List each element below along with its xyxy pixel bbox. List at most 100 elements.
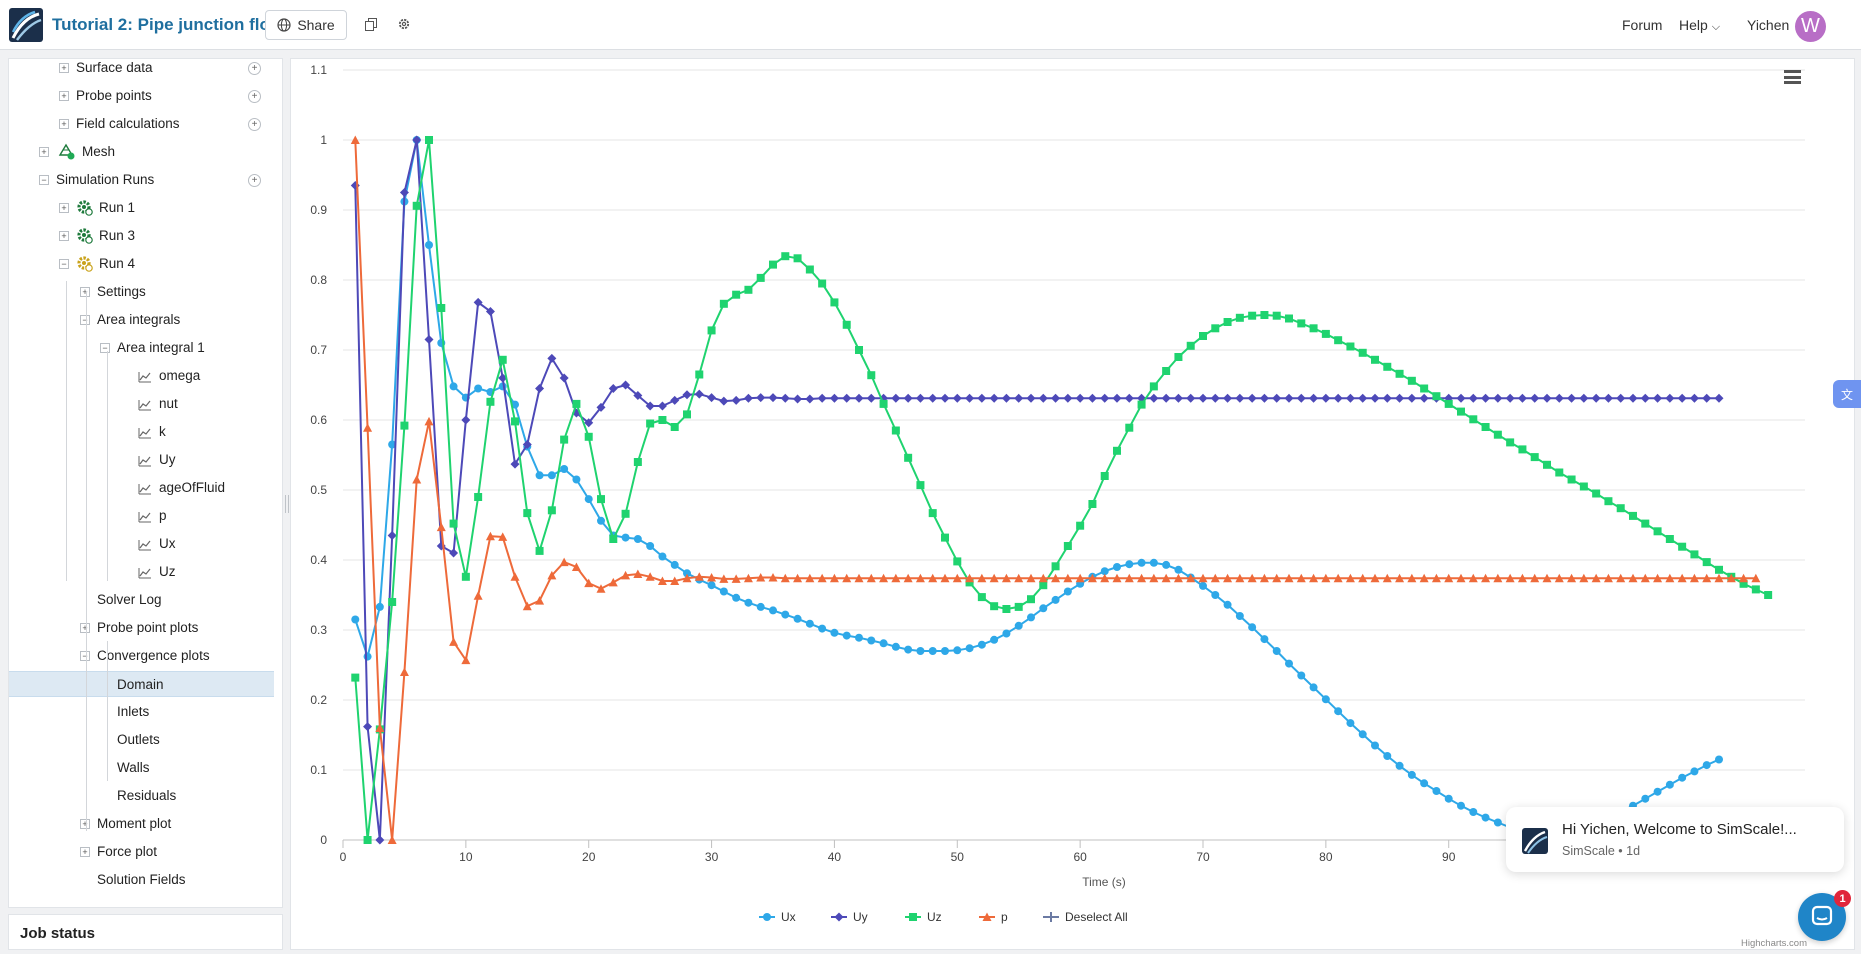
help-menu[interactable]: Help ⌵: [1679, 17, 1720, 34]
tree-item-label: Moment plot: [97, 816, 172, 831]
tree-item-settings[interactable]: + Settings: [9, 279, 274, 305]
data-point-p: [535, 596, 545, 605]
add-button[interactable]: +: [248, 90, 261, 103]
collapse-icon[interactable]: −: [59, 259, 69, 269]
data-point-Ux: [744, 598, 753, 607]
tree-item-mesh[interactable]: + Mesh: [9, 139, 274, 165]
welcome-notification[interactable]: Hi Yichen, Welcome to SimScale!... SimSc…: [1506, 807, 1844, 872]
translate-icon[interactable]: 文: [1833, 380, 1861, 408]
tree-item-walls[interactable]: Walls: [9, 755, 274, 781]
tree-item-uz[interactable]: Uz: [9, 559, 274, 585]
data-point-Ux: [707, 581, 716, 590]
tree-item-solution-fields[interactable]: Solution Fields: [9, 867, 274, 893]
data-point-p: [1087, 573, 1097, 583]
tree-item-simulation-runs[interactable]: − Simulation Runs +: [9, 167, 274, 193]
data-point-Uy: [461, 415, 471, 425]
collapse-icon[interactable]: −: [39, 175, 49, 185]
data-point-p: [928, 573, 938, 583]
expand-icon[interactable]: +: [59, 203, 69, 213]
tree-item-p[interactable]: p: [9, 503, 274, 529]
tree-item-residuals[interactable]: Residuals: [9, 783, 274, 809]
expand-icon[interactable]: +: [80, 623, 90, 633]
data-point-p: [1407, 573, 1417, 583]
collapse-icon[interactable]: −: [100, 343, 110, 353]
user-name[interactable]: Yichen: [1747, 17, 1790, 33]
collapse-icon[interactable]: −: [80, 315, 90, 325]
collapse-icon[interactable]: −: [80, 651, 90, 661]
tree-item-convergence-plots[interactable]: − Convergence plots: [9, 643, 274, 669]
tree-item-field-calculations[interactable]: + Field calculations +: [9, 111, 274, 137]
simscale-logo[interactable]: [9, 8, 43, 42]
tree-item-surface-data[interactable]: + Surface data +: [9, 59, 274, 81]
tree-item-run-4[interactable]: − Run 4: [9, 251, 274, 277]
data-point-Ux: [879, 639, 888, 648]
data-point-Uy: [1210, 393, 1220, 403]
data-point-Ux: [1702, 761, 1711, 770]
data-point-Ux: [633, 535, 642, 543]
add-button[interactable]: +: [248, 174, 261, 187]
legend-item-uz[interactable]: Uz: [927, 910, 942, 924]
expand-icon[interactable]: +: [80, 847, 90, 857]
legend-item-uy[interactable]: Uy: [853, 910, 868, 924]
tree-item-solver-log[interactable]: Solver Log: [9, 587, 274, 613]
data-point-Uz: [1739, 579, 1748, 588]
data-point-p: [1186, 573, 1196, 583]
expand-icon[interactable]: +: [59, 63, 69, 73]
data-point-Uz: [1199, 332, 1207, 340]
expand-icon[interactable]: +: [59, 119, 69, 129]
expand-icon[interactable]: +: [59, 231, 69, 241]
data-point-Uz: [818, 279, 827, 288]
data-point-p: [1001, 573, 1011, 583]
tree-item-ux[interactable]: Ux: [9, 531, 274, 557]
expand-icon[interactable]: +: [39, 147, 49, 157]
copy-icon[interactable]: [361, 14, 381, 34]
data-point-Uz: [1469, 415, 1478, 424]
data-point-Ux: [425, 241, 433, 249]
tree-item-nut[interactable]: nut: [9, 391, 274, 417]
tree-item-run-3[interactable]: + Run 3: [9, 223, 274, 249]
legend-item-deselect-all[interactable]: Deselect All: [1065, 910, 1128, 924]
expand-icon[interactable]: +: [80, 819, 90, 829]
data-point-Uy: [1149, 393, 1159, 403]
avatar[interactable]: W: [1795, 11, 1826, 42]
forum-link[interactable]: Forum: [1622, 17, 1663, 33]
tree-item-probe-point-plots[interactable]: + Probe point plots: [9, 615, 274, 641]
gear-icon[interactable]: [394, 14, 414, 34]
data-point-Ux: [547, 471, 556, 480]
tree-item-area-integral-1[interactable]: − Area integral 1: [9, 335, 274, 361]
tree-item-outlets[interactable]: Outlets: [9, 727, 274, 753]
x-tick-label: 80: [1319, 850, 1333, 864]
tree-item-ageoffluid[interactable]: ageOfFluid: [9, 475, 274, 501]
legend-item-ux[interactable]: Ux: [781, 910, 796, 924]
data-point-Uz: [1555, 468, 1564, 477]
highcharts-credits[interactable]: Highcharts.com: [1741, 938, 1807, 949]
data-point-Ux: [1100, 567, 1109, 576]
data-point-p: [399, 667, 409, 676]
data-point-Uz: [1014, 602, 1023, 611]
tree-item-domain[interactable]: Domain: [9, 671, 274, 697]
tree-item-moment-plot[interactable]: + Moment plot: [9, 811, 274, 837]
tree-item-uy[interactable]: Uy: [9, 447, 274, 473]
project-title[interactable]: Tutorial 2: Pipe junction flow: [52, 15, 284, 34]
expand-icon[interactable]: +: [59, 91, 69, 101]
chart-menu-icon[interactable]: [1784, 70, 1801, 84]
data-point-p: [1431, 573, 1441, 583]
share-button[interactable]: Share: [265, 10, 347, 40]
add-button[interactable]: +: [248, 62, 261, 75]
panel-resize-handle[interactable]: [285, 495, 289, 513]
tree-item-force-plot[interactable]: + Force plot: [9, 839, 274, 865]
job-status-panel[interactable]: Job status: [8, 914, 283, 950]
data-point-Uz: [891, 426, 900, 435]
x-tick-label: 10: [459, 850, 473, 864]
legend-item-p[interactable]: p: [1001, 910, 1008, 924]
tree-item-area-integrals[interactable]: − Area integrals: [9, 307, 274, 333]
tree-item-inlets[interactable]: Inlets: [9, 699, 274, 725]
tree-item-omega[interactable]: omega: [9, 363, 274, 389]
data-point-Ux: [719, 587, 728, 596]
tree-item-probe-points[interactable]: + Probe points +: [9, 83, 274, 109]
tree-item-label: Mesh: [82, 144, 116, 159]
tree-item-run-1[interactable]: + Run 1: [9, 195, 274, 221]
expand-icon[interactable]: +: [80, 287, 90, 297]
add-button[interactable]: +: [248, 118, 261, 131]
tree-item-k[interactable]: k: [9, 419, 274, 445]
